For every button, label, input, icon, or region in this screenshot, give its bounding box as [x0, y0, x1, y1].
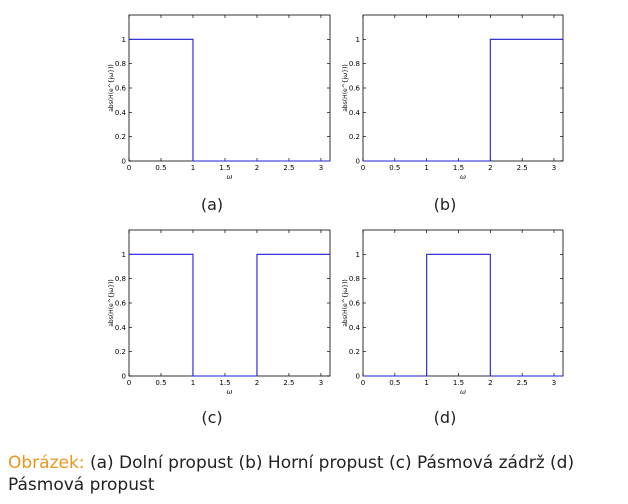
y-tick-label-a: 0: [122, 158, 126, 166]
x-tick-label-b: 0: [361, 164, 365, 172]
subfigure-label-a: (a): [200, 195, 224, 214]
x-tick-label-a: 0.5: [155, 164, 166, 172]
y-tick-label-c: 0: [122, 373, 126, 381]
y-tick-label-d: 0.8: [349, 275, 360, 283]
y-tick-label-a: 0.2: [115, 133, 126, 141]
x-tick-label-b: 1: [424, 164, 428, 172]
series-line-b: [363, 38, 563, 162]
x-axis-label-d: ω: [460, 388, 466, 396]
x-tick-label-d: 3: [552, 379, 556, 387]
x-tick-label-c: 3: [319, 379, 323, 387]
x-tick-label-a: 2: [255, 164, 259, 172]
x-tick-label-c: 0.5: [155, 379, 166, 387]
y-tick-label-a: 0.8: [115, 60, 126, 68]
x-tick-label-b: 3: [552, 164, 556, 172]
y-axis-label-a: abs(H(e^{jω})): [108, 64, 115, 112]
x-tick-label-a: 0: [127, 164, 131, 172]
x-tick-label-c: 1: [191, 379, 195, 387]
y-tick-label-a: 0.4: [115, 109, 127, 117]
x-tick-label-b: 0.5: [389, 164, 400, 172]
x-axis-label-a: ω: [227, 173, 233, 181]
x-tick-label-d: 1.5: [453, 379, 464, 387]
y-tick-label-c: 0.2: [115, 348, 126, 356]
plot-frame-c: [128, 229, 331, 377]
x-tick-label-a: 1.5: [219, 164, 230, 172]
y-axis-label-d: abs(H(e^{jω})): [342, 279, 349, 327]
y-tick-label-c: 1: [122, 251, 126, 259]
y-axis-label-c: abs(H(e^{jω})): [108, 279, 115, 327]
x-tick-label-c: 2.5: [283, 379, 294, 387]
figure-plots: 0 0.5 1 1.5 2 2.5 3 0 0.2 0.4 0.6 0.8 1 ω abs(H(e^{jω}…: [108, 14, 564, 396]
x-tick-label-b: 2: [488, 164, 492, 172]
y-tick-label-c: 0.4: [115, 324, 127, 332]
y-tick-label-b: 1: [356, 36, 360, 44]
subfigure-label-d: (d): [433, 408, 457, 427]
x-tick-label-b: 2.5: [517, 164, 528, 172]
y-tick-label-b: 0: [356, 158, 360, 166]
x-tick-label-d: 1: [424, 379, 428, 387]
plot-b: 0 0.5 1 1.5 2 2.5 3 0 0.2 0.4 0.6 0.8 1 ω abs(H(e^{jω}…: [342, 14, 564, 181]
caption-text: (a) Dolní propust (b) Horní propust (c) …: [8, 453, 575, 495]
x-tick-label-a: 2.5: [283, 164, 294, 172]
y-tick-label-d: 0.6: [349, 300, 361, 308]
x-tick-label-a: 1: [191, 164, 195, 172]
x-tick-label-d: 0.5: [389, 379, 400, 387]
plot-frame-d: [362, 229, 564, 377]
y-tick-label-c: 0.6: [115, 300, 127, 308]
x-tick-label-a: 3: [319, 164, 323, 172]
x-axis-label-b: ω: [460, 173, 466, 181]
y-tick-label-a: 1: [122, 36, 126, 44]
y-tick-label-d: 0: [356, 373, 360, 381]
y-tick-label-d: 0.4: [349, 324, 361, 332]
subfigure-label-c: (c): [201, 408, 223, 427]
caption-prefix: Obrázek:: [8, 453, 85, 473]
plot-c: 0 0.5 1 1.5 2 2.5 3 0 0.2 0.4 0.6 0.8 1 ω abs(H(e^{jω}…: [108, 229, 331, 396]
plot-d: 0 0.5 1 1.5 2 2.5 3 0 0.2 0.4 0.6 0.8 1 ω abs(H(e^{jω}…: [342, 229, 564, 396]
x-tick-label-c: 2: [255, 379, 259, 387]
y-tick-label-d: 0.2: [349, 348, 360, 356]
plot-frame-a: [128, 14, 331, 162]
series-line-c: [129, 253, 330, 377]
plot-frame-b: [362, 14, 564, 162]
x-tick-label-c: 1.5: [219, 379, 230, 387]
y-axis-label-b: abs(H(e^{jω})): [342, 64, 349, 112]
y-tick-label-a: 0.6: [115, 85, 127, 93]
x-axis-label-c: ω: [227, 388, 233, 396]
y-tick-label-b: 0.8: [349, 60, 360, 68]
series-line-a: [129, 38, 330, 162]
y-tick-label-b: 0.4: [349, 109, 361, 117]
y-tick-label-d: 1: [356, 251, 360, 259]
subfigure-label-b: (b): [433, 195, 457, 214]
x-tick-label-d: 2.5: [517, 379, 528, 387]
x-tick-label-d: 0: [361, 379, 365, 387]
figure-caption: Obrázek: (a) Dolní propust (b) Horní pro…: [8, 452, 620, 496]
plot-a: 0 0.5 1 1.5 2 2.5 3 0 0.2 0.4 0.6 0.8 1 ω abs(H(e^{jω}…: [108, 14, 331, 181]
x-tick-label-d: 2: [488, 379, 492, 387]
y-tick-label-b: 0.2: [349, 133, 360, 141]
y-tick-label-b: 0.6: [349, 85, 361, 93]
y-tick-label-c: 0.8: [115, 275, 126, 283]
x-tick-label-b: 1.5: [453, 164, 464, 172]
x-tick-label-c: 0: [127, 379, 131, 387]
series-line-d: [363, 253, 563, 377]
